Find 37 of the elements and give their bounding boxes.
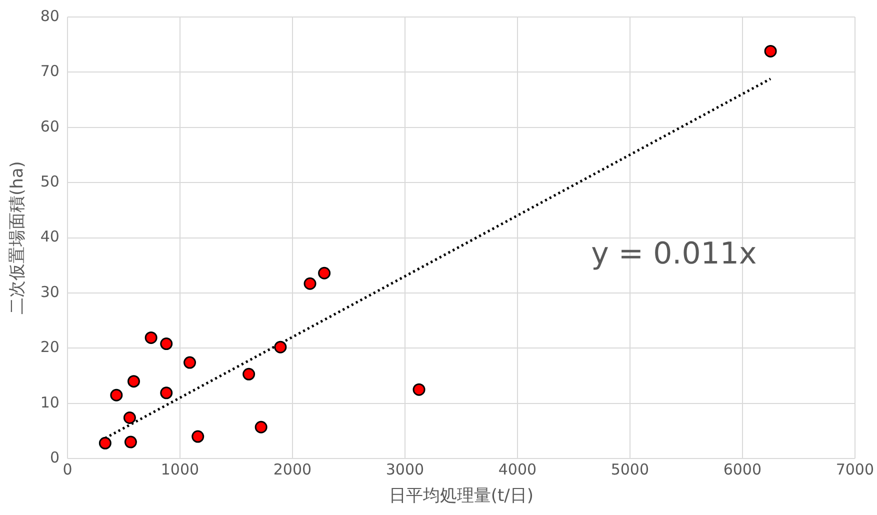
x-tick-label: 3000 <box>386 460 424 478</box>
x-tick-label: 7000 <box>836 460 874 478</box>
point <box>160 386 173 400</box>
point <box>110 388 123 402</box>
point <box>124 436 137 448</box>
x-tick-label: 0 <box>62 460 72 478</box>
point <box>412 383 426 396</box>
point <box>127 375 140 388</box>
x-tick-label: 2000 <box>273 460 312 478</box>
x-tick-label: 6000 <box>723 460 762 478</box>
y-tick-label: 0 <box>50 448 60 466</box>
point <box>123 412 136 424</box>
point <box>318 266 331 280</box>
annotation: y = 0.011x <box>591 236 757 272</box>
x-tick-label: 5000 <box>610 460 650 478</box>
x-tick-label: 1000 <box>160 460 200 478</box>
point <box>304 277 316 290</box>
point <box>192 430 204 443</box>
y-axis-title: 二次仮置場面積(ha) <box>8 161 28 315</box>
y-tick-label: 80 <box>40 6 60 25</box>
y-tick-label: 40 <box>40 228 60 246</box>
y-tick-label: 10 <box>40 393 60 412</box>
x-tick-label: 4000 <box>498 460 537 478</box>
point <box>98 436 112 450</box>
point <box>184 356 196 369</box>
point <box>764 44 777 58</box>
point <box>254 420 268 434</box>
y-tick-label: 50 <box>40 172 60 190</box>
y-tick-label: 30 <box>40 282 60 301</box>
point <box>274 340 287 354</box>
point <box>144 331 158 344</box>
x-axis-title: 日平均処理量(t/日) <box>388 486 534 506</box>
point <box>242 368 256 380</box>
y-tick-label: 70 <box>40 62 60 80</box>
y-tick-label: 60 <box>40 117 60 136</box>
point <box>160 338 173 350</box>
y-tick-label: 20 <box>40 338 60 356</box>
